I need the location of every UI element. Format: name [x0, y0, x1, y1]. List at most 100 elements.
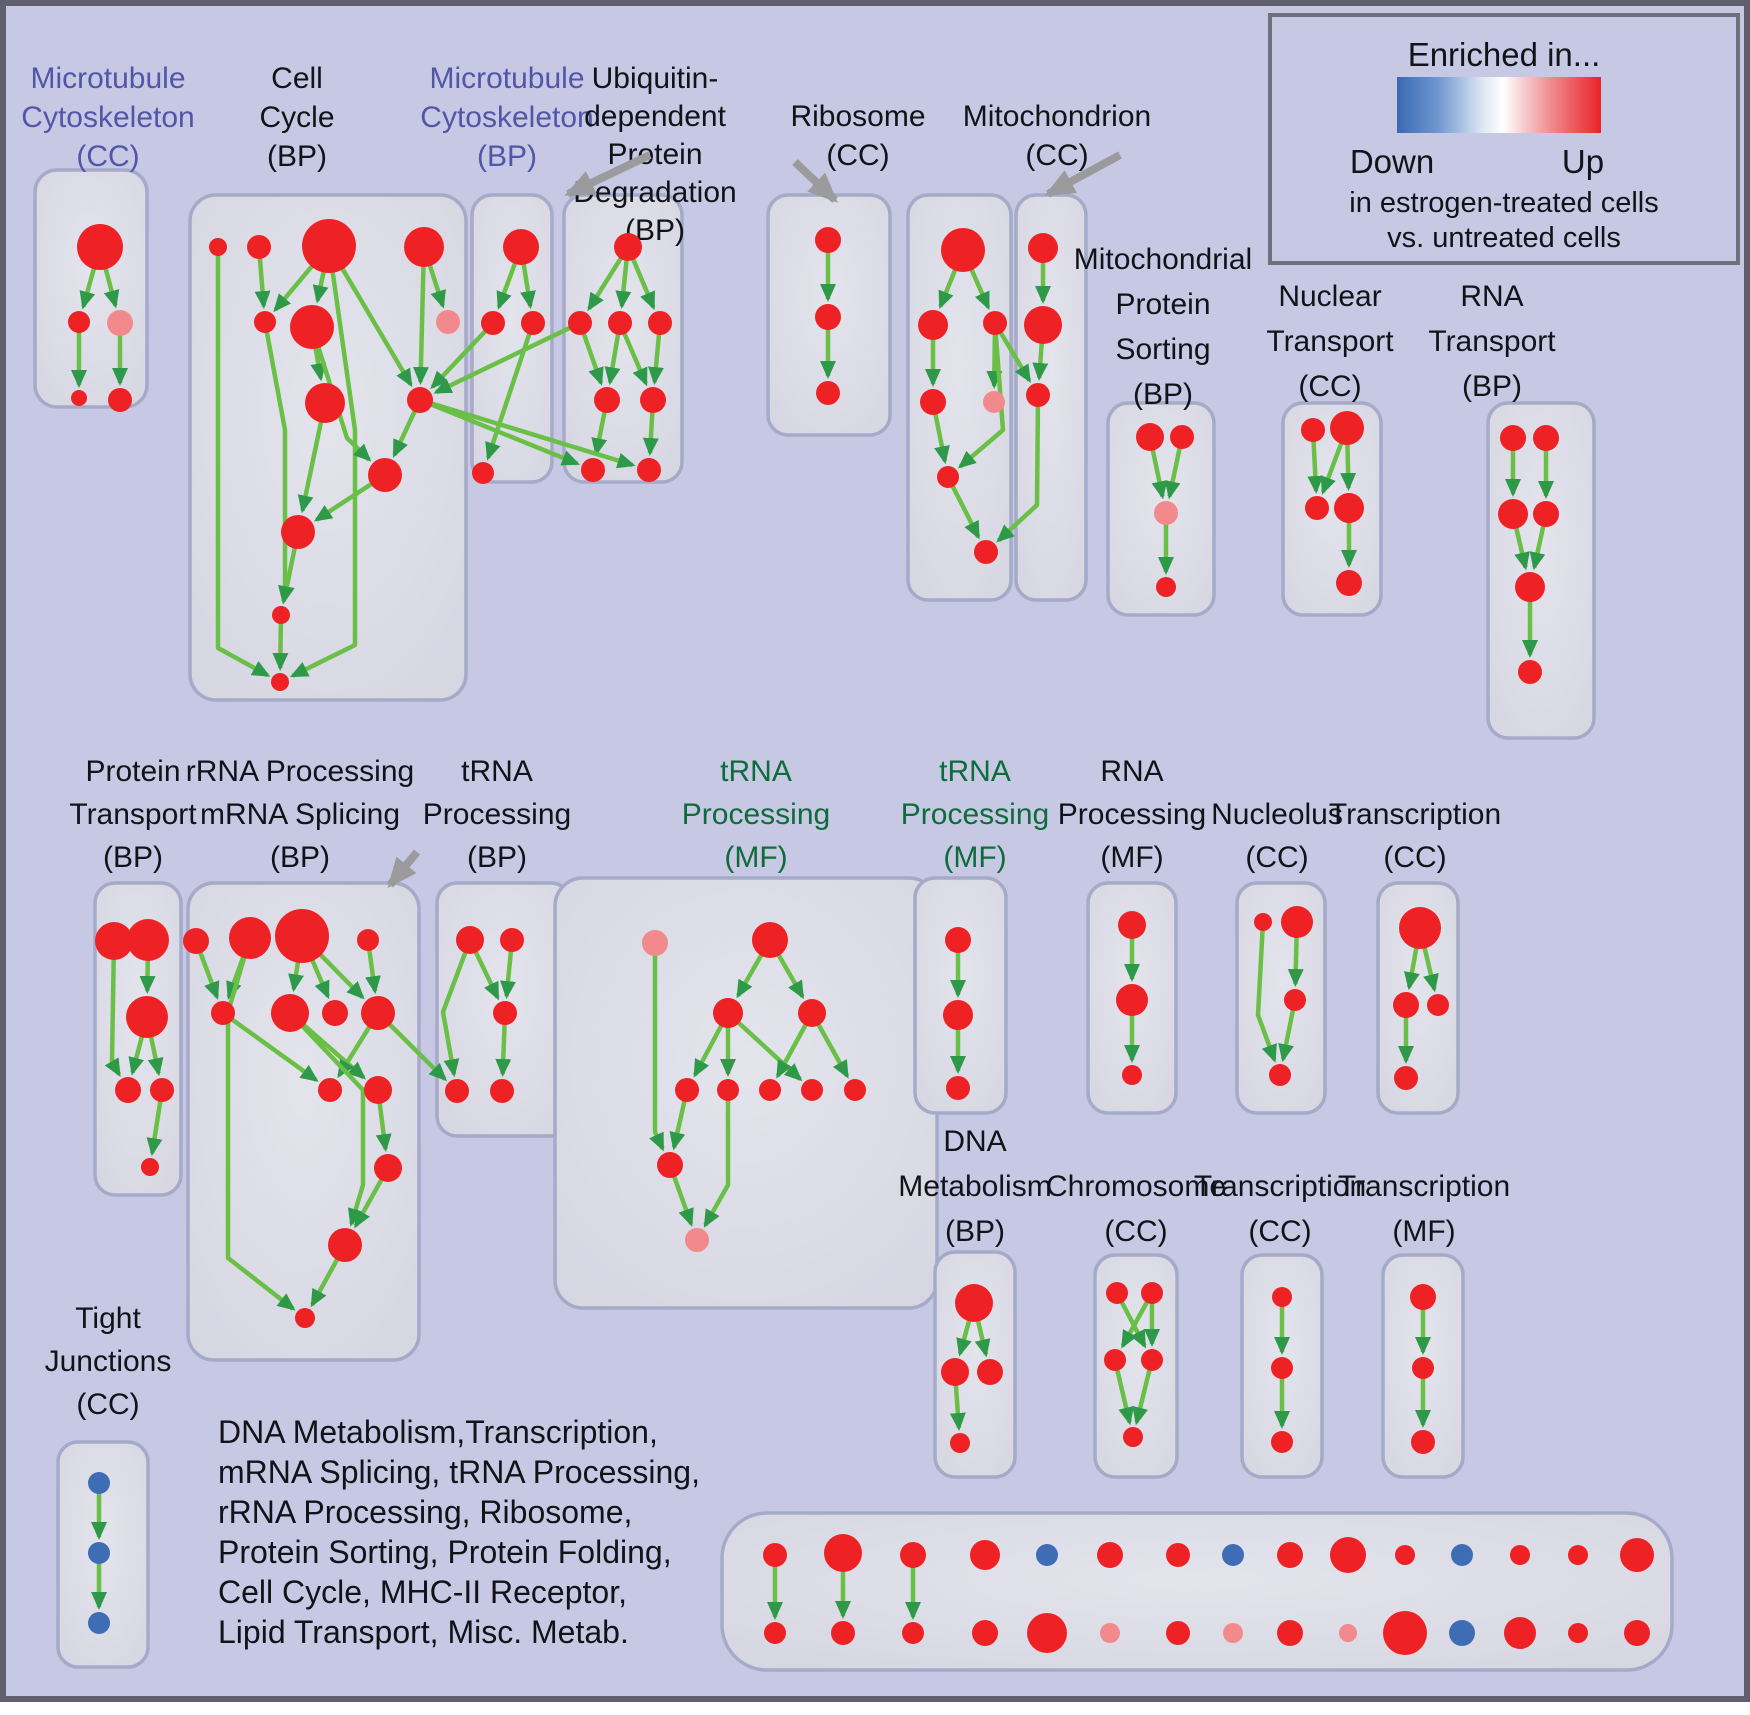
- cluster-label-line: Processing: [1058, 798, 1206, 831]
- node-nt1: [1301, 418, 1325, 442]
- node-u2: [568, 311, 592, 335]
- node-nt5: [1336, 570, 1362, 596]
- edge-m1-m2: [496, 261, 518, 310]
- node-j1: [88, 1472, 110, 1494]
- cluster-label-dna-metabolism-bp: DNA Metabolism (BP): [898, 1125, 1051, 1248]
- note-text-line: rRNA Processing, Ribosome,: [218, 1494, 632, 1530]
- edge-m2-cc9: [430, 328, 488, 390]
- node-cc10: [368, 458, 402, 492]
- node-rt5: [1515, 572, 1545, 602]
- cluster-label-line: Cytoskeleton: [21, 101, 194, 134]
- node-nt4: [1334, 493, 1364, 523]
- cluster-label-line: RNA: [1100, 755, 1163, 788]
- cluster-label-line: tRNA: [720, 755, 792, 788]
- node-r4: [920, 389, 946, 415]
- edge-q4-q8: [365, 948, 381, 995]
- edge-z1-z10: [649, 954, 665, 1152]
- edge-z3-z5: [693, 1023, 724, 1078]
- node-q3: [275, 909, 329, 963]
- legend: Enriched in... Down Up in estrogen-treated …: [1268, 13, 1740, 265]
- cluster-label-line: RNA: [1460, 280, 1523, 313]
- node-h4: [1141, 1349, 1163, 1371]
- edge-cc12-cc13: [272, 621, 289, 671]
- edge-d1-d3: [974, 1319, 991, 1358]
- cluster-label-line: (CC): [1104, 1215, 1167, 1248]
- node-b14b: [1568, 1623, 1588, 1643]
- node-nt2: [1330, 411, 1364, 445]
- node-z5: [675, 1078, 699, 1102]
- node-b3b: [902, 1622, 924, 1644]
- cluster-label-chromosome-cc: Chromosome (CC): [1046, 1170, 1226, 1248]
- node-z8: [801, 1079, 823, 1101]
- note-text-line: DNA Metabolism,Transcription,: [218, 1414, 658, 1450]
- edge-z4-z7: [775, 1022, 809, 1079]
- node-o4: [1269, 1064, 1291, 1086]
- cluster-label-line: (CC): [1025, 139, 1088, 172]
- node-z7: [759, 1079, 781, 1101]
- edge-z10-z11: [671, 1174, 694, 1227]
- edge-z5-z10: [669, 1099, 687, 1151]
- edge-m3-m4: [485, 331, 532, 461]
- cluster-box-rna-transport-bp: [1486, 401, 1596, 740]
- cluster-label-nucleolus-cc: Nucleolus (CC): [1211, 798, 1343, 874]
- node-b13t: [1510, 1545, 1530, 1565]
- cluster-label-line: Transport: [1428, 325, 1556, 358]
- cluster-box-chromosome-cc: [1093, 1253, 1179, 1479]
- node-d1: [955, 1284, 993, 1322]
- node-o1: [1254, 913, 1272, 931]
- cluster-label-line: (CC): [1245, 841, 1308, 874]
- node-b7t: [1166, 1543, 1190, 1567]
- edge-r4-r6: [932, 412, 950, 465]
- edge-u5-u7: [591, 410, 608, 457]
- cluster-label-line: Cell: [271, 62, 323, 95]
- node-b1b: [764, 1622, 786, 1644]
- cluster-label-line: Ubiquitin-: [592, 62, 719, 95]
- edge-tc1-tc3: [1422, 945, 1439, 993]
- edge-cc9-cc10: [392, 409, 418, 458]
- cluster-shared-misc-strip: [720, 1511, 1674, 1672]
- cluster-label-line: (MF): [1100, 841, 1163, 874]
- edge-w1-w4: [440, 950, 468, 1078]
- cluster-label-line: Transport: [69, 798, 197, 831]
- cluster-label-trna-processing-mf-small: tRNA Processing (MF): [901, 755, 1049, 874]
- node-b10t: [1330, 1537, 1366, 1573]
- node-s1: [1136, 423, 1164, 451]
- cluster-label-line: DNA: [943, 1125, 1006, 1158]
- edge-t3-r7: [996, 404, 1041, 543]
- node-cc5: [254, 311, 276, 333]
- cluster-label-line: (MF): [943, 841, 1006, 874]
- cluster-label-line: (BP): [267, 140, 327, 173]
- node-f2: [1412, 1357, 1434, 1379]
- cluster-label-mitochondrial-protein-sorting-bp: Mitochondrial Protein Sorting (BP): [1074, 243, 1252, 411]
- node-rt1: [1500, 425, 1526, 451]
- cluster-box-microtubule-cytoskeleton-cc: [33, 168, 149, 409]
- cluster-label-trna-processing-mf-large: tRNA Processing (MF): [682, 755, 830, 874]
- edge-nt1-nt3: [1307, 439, 1324, 494]
- edge-d1-d2: [956, 1318, 972, 1357]
- node-v3: [816, 381, 840, 405]
- node-f3: [1411, 1430, 1435, 1454]
- edge-q1-q5: [197, 950, 220, 1000]
- edge-q12-q13: [310, 1257, 340, 1308]
- node-mtcc5: [108, 388, 132, 412]
- cluster-label-line: Processing: [682, 798, 830, 831]
- cluster-label-line: tRNA: [939, 755, 1011, 788]
- node-tc3: [1427, 994, 1449, 1016]
- cluster-box-trna-processing-mf-large: [553, 876, 939, 1310]
- legend-up-label: Up: [1562, 143, 1604, 180]
- node-u3: [608, 311, 632, 335]
- edge-tc1-tc2: [1404, 946, 1420, 991]
- node-r5: [983, 391, 1005, 413]
- edge-cc6-cc8: [310, 346, 327, 382]
- edge-u1-u4: [630, 257, 656, 311]
- edge-q2-q13: [225, 955, 296, 1311]
- edge-rt4-rt5: [1529, 524, 1546, 571]
- legend-gradient-bar: [1397, 77, 1601, 133]
- node-rt2: [1533, 425, 1559, 451]
- cluster-nuclear-transport-cc: Nuclear Transport (CC): [1266, 280, 1394, 617]
- node-u8: [637, 458, 661, 482]
- node-b13b: [1504, 1617, 1536, 1649]
- node-g1: [1272, 1287, 1292, 1307]
- node-t2: [1024, 306, 1062, 344]
- edge-u3-u6: [621, 331, 648, 387]
